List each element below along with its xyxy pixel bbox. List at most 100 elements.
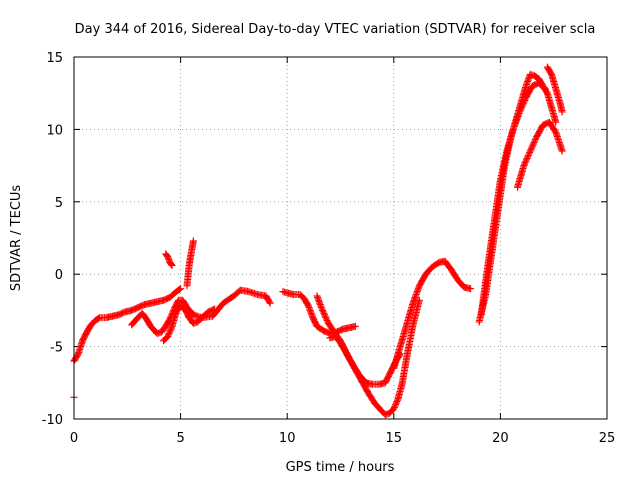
data-point [524,152,532,159]
data-point [517,105,525,113]
y-tick-label: 15 [46,51,63,66]
data-point [322,315,330,323]
series-arc-5 [183,237,197,290]
series-arc-12 [477,79,549,319]
data-point [390,405,398,413]
data-point [317,304,325,311]
series-arc-3 [160,302,219,345]
data-point [164,254,172,262]
data-point [168,262,176,269]
data-point [558,147,566,155]
data-point [540,84,548,92]
data-point [531,136,539,143]
data-point [519,101,527,109]
grid [74,57,607,419]
axis-ticks [73,56,608,420]
x-tick-label: 10 [279,431,296,446]
data-point [211,305,219,313]
data-point [513,115,521,123]
data-point [527,146,535,154]
data-point [519,99,527,107]
data-point [525,150,533,158]
data-point [526,147,534,155]
data-point [520,162,528,170]
data-point [526,149,534,157]
data-point [165,330,173,338]
y-tick-labels: -10 -5 0 5 10 15 [42,51,63,428]
data-point [168,324,175,332]
data-points [70,63,566,419]
data-point [319,308,327,316]
data-point [528,143,536,151]
data-point [520,98,528,106]
data-point [166,328,174,336]
x-tick-label: 5 [176,431,184,446]
data-point [321,312,329,320]
data-point [529,140,537,148]
x-axis-label: GPS time / hours [286,460,395,475]
data-point [516,108,524,116]
data-point [518,104,525,112]
data-point [521,96,529,104]
y-tick-label: 5 [55,196,63,211]
data-point [541,85,549,93]
data-point [410,298,417,306]
x-tick-labels: 0 5 10 15 20 25 [70,431,615,446]
data-point [392,399,400,407]
x-tick-label: 20 [492,431,509,446]
data-point [510,124,518,132]
data-point [315,296,323,304]
data-point [306,306,314,314]
data-point [167,325,175,333]
data-point [166,327,174,335]
data-point [393,398,401,406]
y-axis-label: SDTVAR / TECUs [9,185,24,292]
data-point [529,141,537,149]
data-point [558,108,566,116]
data-point [265,298,273,306]
data-point [523,154,531,162]
data-point [392,401,400,408]
data-point [176,285,183,293]
data-point [351,322,359,330]
data-point [467,285,475,293]
data-point [522,156,530,164]
data-point [189,237,197,245]
data-point [524,153,532,161]
data-point [521,159,529,167]
data-point [316,301,324,309]
data-point [531,137,539,145]
chart-title: Day 344 of 2016, Sidereal Day-to-day VTE… [75,22,596,37]
data-point [394,396,401,404]
data-point [530,138,538,146]
series-arc-13 [514,118,566,191]
data-point [523,79,531,87]
data-point [518,102,526,110]
series-arc-4 [162,250,176,269]
data-point [511,120,519,128]
data-point [321,311,328,319]
y-tick-label: -5 [50,341,63,356]
data-point [164,331,172,339]
data-point [413,289,421,297]
data-point [525,75,533,83]
data-point [308,311,316,319]
data-point [177,285,185,293]
data-point [552,118,560,126]
series-arc-2 [128,286,274,338]
series-arc-9 [326,296,423,419]
x-tick-label: 25 [599,431,616,446]
data-point [322,314,330,322]
data-point [411,293,419,301]
data-point [516,107,524,115]
data-point [522,157,530,165]
plot-frame [73,56,608,420]
data-point [167,261,175,268]
data-point [528,144,535,152]
data-point [521,160,528,168]
y-tick-label: -10 [42,413,63,428]
data-point [391,402,399,410]
data-point [266,299,274,307]
y-tick-label: 0 [55,268,63,283]
